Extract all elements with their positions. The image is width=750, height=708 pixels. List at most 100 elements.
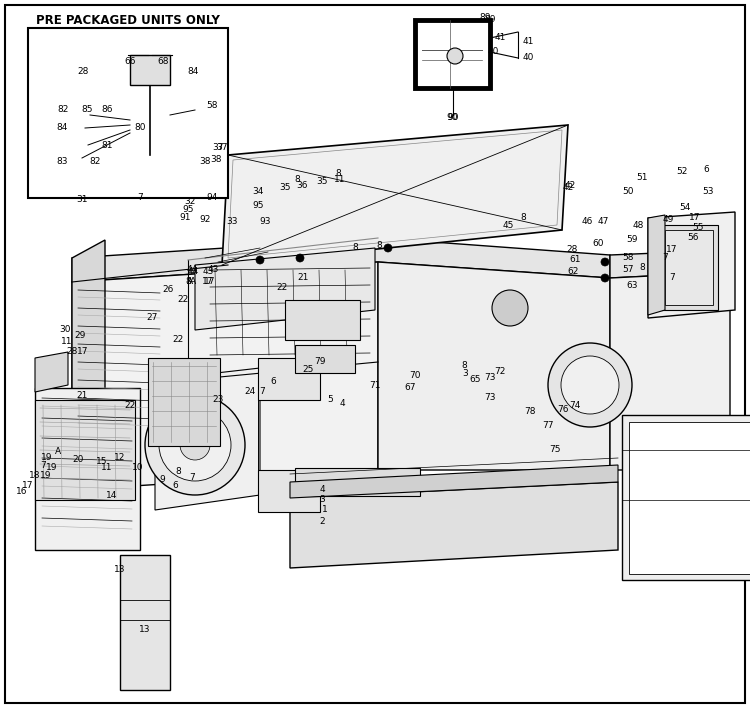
Bar xyxy=(295,468,420,496)
Text: 42: 42 xyxy=(564,181,576,190)
Text: 6: 6 xyxy=(704,166,709,174)
Bar xyxy=(665,230,713,305)
Text: 17: 17 xyxy=(689,214,700,222)
Text: 90: 90 xyxy=(447,113,459,122)
Text: 82: 82 xyxy=(57,105,69,115)
Text: 83: 83 xyxy=(56,157,68,166)
Text: 32: 32 xyxy=(184,198,196,207)
Text: 14: 14 xyxy=(106,491,118,500)
Text: 2: 2 xyxy=(320,518,325,527)
Text: 58: 58 xyxy=(622,253,634,263)
Text: 77: 77 xyxy=(542,421,554,430)
Text: 49: 49 xyxy=(662,215,674,224)
Text: 75: 75 xyxy=(549,445,561,455)
Bar xyxy=(622,415,750,580)
Text: 11: 11 xyxy=(62,338,73,346)
Polygon shape xyxy=(290,482,618,568)
Text: 79: 79 xyxy=(314,358,326,367)
Polygon shape xyxy=(35,352,68,392)
Text: 50: 50 xyxy=(622,188,634,197)
Circle shape xyxy=(384,244,392,252)
Text: 76: 76 xyxy=(557,406,568,414)
Bar xyxy=(258,358,320,400)
Text: 41: 41 xyxy=(522,38,534,47)
Polygon shape xyxy=(72,240,105,470)
Text: 33: 33 xyxy=(226,217,238,227)
Text: 34: 34 xyxy=(252,188,264,197)
Text: 22: 22 xyxy=(177,295,189,304)
Text: 20: 20 xyxy=(72,455,84,464)
Text: 62: 62 xyxy=(567,268,579,277)
Text: 70: 70 xyxy=(410,370,421,379)
Text: 92: 92 xyxy=(200,215,211,224)
Text: 36: 36 xyxy=(296,181,307,190)
Text: 17: 17 xyxy=(666,246,678,254)
Text: 58: 58 xyxy=(206,101,218,110)
Text: 44: 44 xyxy=(188,268,199,277)
Text: 6: 6 xyxy=(172,481,178,489)
Text: 13: 13 xyxy=(140,625,151,634)
Text: 22: 22 xyxy=(172,336,184,345)
Text: 3: 3 xyxy=(462,368,468,377)
Text: A: A xyxy=(190,278,196,287)
Text: 91: 91 xyxy=(179,214,190,222)
Text: 72: 72 xyxy=(494,367,506,377)
Bar xyxy=(258,470,320,512)
Bar xyxy=(285,300,360,340)
Text: 55: 55 xyxy=(692,224,703,232)
Bar xyxy=(28,28,228,198)
Text: 21: 21 xyxy=(76,391,88,399)
Text: 82: 82 xyxy=(89,157,101,166)
Text: 8: 8 xyxy=(185,278,190,287)
Text: 74: 74 xyxy=(569,401,580,409)
Polygon shape xyxy=(155,368,260,510)
Circle shape xyxy=(296,254,304,262)
Text: 8: 8 xyxy=(520,214,526,222)
Text: 16: 16 xyxy=(16,488,28,496)
Text: 54: 54 xyxy=(680,203,691,212)
Text: 19: 19 xyxy=(40,471,52,479)
Text: 73: 73 xyxy=(484,394,496,403)
Text: 52: 52 xyxy=(676,168,688,176)
Polygon shape xyxy=(72,262,378,490)
Text: 19: 19 xyxy=(41,454,53,462)
Text: 93: 93 xyxy=(260,217,271,227)
Text: 8: 8 xyxy=(461,360,466,370)
Text: 6: 6 xyxy=(270,377,276,387)
Text: PRE PACKAGED UNITS ONLY: PRE PACKAGED UNITS ONLY xyxy=(36,13,220,26)
Text: 86: 86 xyxy=(101,105,112,115)
Polygon shape xyxy=(290,465,618,498)
Text: 95: 95 xyxy=(182,205,194,215)
Text: 59: 59 xyxy=(626,236,638,244)
Text: 44: 44 xyxy=(186,266,198,275)
Circle shape xyxy=(145,395,245,495)
Text: 23: 23 xyxy=(212,396,223,404)
Text: 17: 17 xyxy=(202,278,214,287)
Text: A: A xyxy=(55,447,61,457)
Text: 65: 65 xyxy=(470,375,481,384)
Text: 46: 46 xyxy=(581,217,592,227)
Text: 89: 89 xyxy=(479,13,490,23)
Text: 28: 28 xyxy=(66,348,78,357)
Bar xyxy=(120,555,170,690)
Text: 94: 94 xyxy=(206,193,218,202)
Polygon shape xyxy=(648,215,665,315)
Text: 51: 51 xyxy=(636,173,648,183)
Text: 8: 8 xyxy=(335,169,340,178)
Circle shape xyxy=(492,290,528,326)
Circle shape xyxy=(601,274,609,282)
Text: 4: 4 xyxy=(339,399,345,408)
Text: 8: 8 xyxy=(352,244,358,253)
Text: 7: 7 xyxy=(137,193,142,202)
Text: 81: 81 xyxy=(101,140,112,149)
Text: 17: 17 xyxy=(22,481,34,489)
Text: 80: 80 xyxy=(134,123,146,132)
Text: 8: 8 xyxy=(294,176,300,185)
Polygon shape xyxy=(222,125,568,265)
Polygon shape xyxy=(378,262,610,470)
Text: 18: 18 xyxy=(29,471,40,479)
Text: 35: 35 xyxy=(279,183,291,193)
Text: 60: 60 xyxy=(592,239,604,248)
Text: 4: 4 xyxy=(320,486,325,494)
Circle shape xyxy=(256,256,264,264)
